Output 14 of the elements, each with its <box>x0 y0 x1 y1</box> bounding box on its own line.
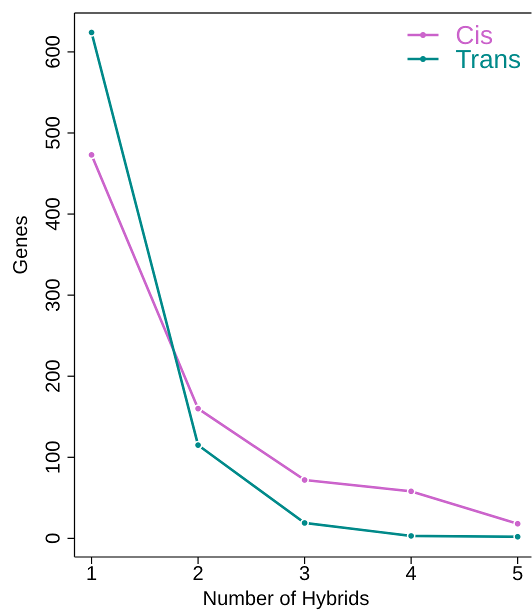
x-tick-label: 1 <box>86 563 98 585</box>
y-tick-label: 0 <box>42 532 64 544</box>
y-tick-label: 200 <box>42 360 64 393</box>
y-tick-label: 600 <box>42 35 64 69</box>
y-tick-label: 500 <box>42 116 64 150</box>
y-tick-label: 300 <box>42 278 64 312</box>
x-tick-label: 3 <box>299 563 310 585</box>
y-tick-label: 100 <box>42 440 64 474</box>
y-axis-title: Genes <box>10 216 32 274</box>
x-tick-label: 4 <box>406 563 417 585</box>
x-axis-title: Number of Hybrids <box>202 588 370 610</box>
x-tick-label: 2 <box>192 563 204 585</box>
y-tick-label: 400 <box>42 197 64 231</box>
x-tick-label: 5 <box>512 563 524 585</box>
